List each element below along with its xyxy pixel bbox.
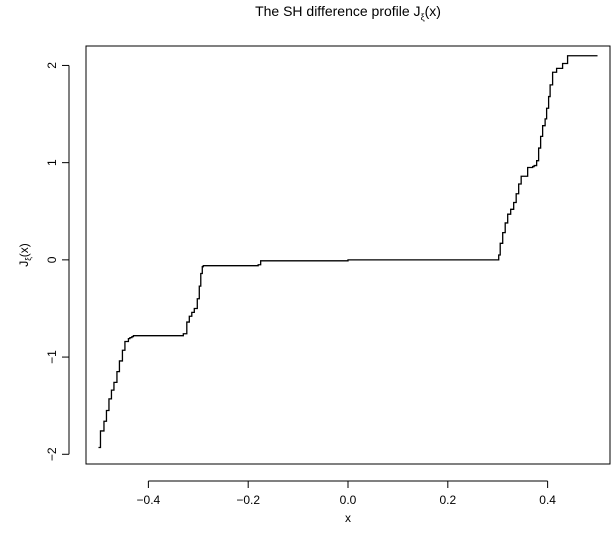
x-tick-label: −0.2 (236, 493, 260, 507)
y-axis-label: Jξ(x) (17, 243, 33, 267)
y-tick-label: 2 (45, 62, 59, 69)
x-axis: −0.4 −0.2 0.0 0.2 0.4 (137, 480, 556, 507)
chart-title: The SH difference profile Jξ(x) (255, 3, 441, 22)
y-tick-label: −1 (45, 350, 59, 364)
y-tick-label: 0 (45, 256, 59, 263)
x-tick-label: 0.2 (439, 493, 456, 507)
series-group (98, 55, 598, 449)
y-tick-label: 1 (45, 159, 59, 166)
series-line (98, 55, 598, 449)
x-axis-label: x (345, 511, 351, 525)
plot-frame (85, 45, 611, 465)
x-tick-label: 0.4 (539, 493, 556, 507)
y-axis: −2 −1 0 1 2 (45, 62, 70, 461)
x-tick-label: −0.4 (137, 493, 161, 507)
y-tick-label: −2 (45, 447, 59, 461)
x-tick-label: 0.0 (340, 493, 357, 507)
